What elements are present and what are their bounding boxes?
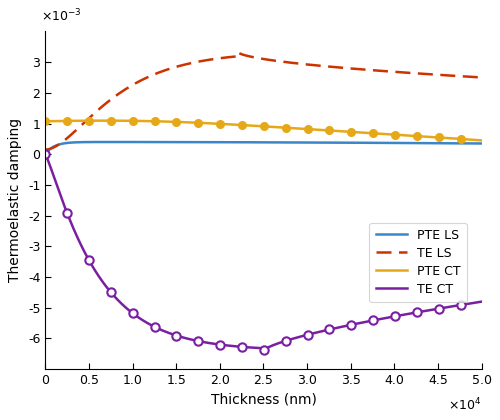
Legend: PTE LS, TE LS, PTE CT, TE CT: PTE LS, TE LS, PTE CT, TE CT xyxy=(370,223,466,302)
Text: $\times 10^{-3}$: $\times 10^{-3}$ xyxy=(41,8,82,25)
PTE CT xyxy=(303,126,309,131)
PTE LS xyxy=(250,140,256,145)
TE LS xyxy=(42,147,48,152)
Line: TE LS: TE LS xyxy=(46,52,482,150)
Text: $\times 10^{4}$: $\times 10^{4}$ xyxy=(448,396,482,413)
Line: PTE CT: PTE CT xyxy=(46,121,482,140)
X-axis label: Thickness (nm): Thickness (nm) xyxy=(210,393,316,407)
TE CT xyxy=(478,299,484,304)
PTE LS xyxy=(303,140,309,145)
PTE CT xyxy=(101,118,107,123)
TE LS xyxy=(234,50,240,55)
TE LS xyxy=(469,74,475,79)
PTE LS xyxy=(253,140,259,145)
TE CT xyxy=(469,301,475,306)
TE LS xyxy=(401,70,407,75)
PTE LS xyxy=(42,152,48,157)
Y-axis label: Thermoelastic damping: Thermoelastic damping xyxy=(8,118,22,282)
TE LS xyxy=(303,62,309,67)
TE CT xyxy=(42,152,48,157)
TE CT xyxy=(280,339,285,344)
PTE CT xyxy=(478,138,484,143)
PTE CT xyxy=(253,123,259,129)
PTE CT xyxy=(401,133,407,138)
TE CT xyxy=(303,333,309,338)
TE CT xyxy=(252,345,258,350)
PTE CT xyxy=(42,119,48,124)
PTE LS xyxy=(478,141,484,146)
TE CT xyxy=(401,312,407,317)
TE LS xyxy=(253,55,259,60)
PTE CT xyxy=(469,137,475,142)
PTE CT xyxy=(280,125,285,130)
TE LS xyxy=(478,75,484,80)
PTE CT xyxy=(250,123,256,128)
Line: TE CT: TE CT xyxy=(46,154,482,350)
TE LS xyxy=(280,59,285,64)
PTE LS xyxy=(401,140,407,145)
PTE LS xyxy=(105,139,111,144)
TE CT xyxy=(250,345,256,350)
PTE LS xyxy=(280,140,285,145)
PTE LS xyxy=(469,141,475,146)
Line: PTE LS: PTE LS xyxy=(46,142,482,154)
TE CT xyxy=(261,348,267,353)
TE LS xyxy=(250,55,256,60)
